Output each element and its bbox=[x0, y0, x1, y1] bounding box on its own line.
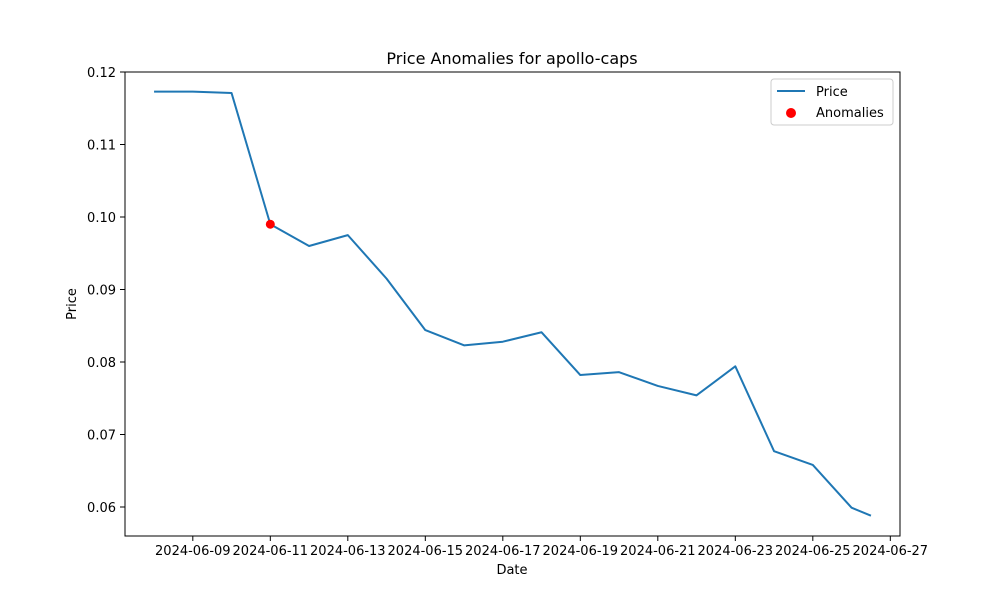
y-tick-label: 0.10 bbox=[87, 211, 116, 226]
chart-title: Price Anomalies for apollo-caps bbox=[386, 49, 637, 68]
x-axis-title: Date bbox=[496, 563, 527, 578]
y-tick-label: 0.09 bbox=[87, 284, 116, 299]
legend-anomalies-swatch bbox=[786, 108, 796, 118]
x-tick-label: 2024-06-23 bbox=[698, 544, 774, 559]
y-tick-label: 0.06 bbox=[87, 501, 116, 516]
x-tick-label: 2024-06-09 bbox=[155, 544, 231, 559]
anomaly-point bbox=[265, 219, 275, 229]
price-series-line bbox=[154, 90, 872, 517]
plot-area bbox=[154, 90, 872, 517]
x-tick-label: 2024-06-27 bbox=[853, 544, 929, 559]
legend: Price Anomalies bbox=[770, 78, 894, 126]
y-tick-label: 0.08 bbox=[87, 356, 116, 371]
x-tick-label: 2024-06-15 bbox=[388, 544, 464, 559]
y-tick-label: 0.12 bbox=[87, 66, 116, 81]
x-tick-label: 2024-06-11 bbox=[233, 544, 309, 559]
legend-anomalies-label: Anomalies bbox=[816, 106, 884, 121]
y-tick-label: 0.11 bbox=[87, 139, 116, 154]
legend-price-label: Price bbox=[816, 85, 848, 100]
plot-frame bbox=[124, 71, 901, 537]
x-tick-label: 2024-06-13 bbox=[310, 544, 386, 559]
x-tick-label: 2024-06-25 bbox=[775, 544, 851, 559]
y-tick-label: 0.07 bbox=[87, 429, 116, 444]
x-axis-ticks: 2024-06-09 2024-06-11 2024-06-13 2024-06-15… bbox=[155, 536, 928, 559]
y-axis-title: Price bbox=[65, 288, 80, 320]
x-tick-label: 2024-06-19 bbox=[543, 544, 619, 559]
y-axis-ticks: 0.06 0.07 0.08 0.09 0.10 0.11 0.12 bbox=[87, 66, 125, 516]
x-tick-label: 2024-06-17 bbox=[465, 544, 541, 559]
x-tick-label: 2024-06-21 bbox=[620, 544, 696, 559]
